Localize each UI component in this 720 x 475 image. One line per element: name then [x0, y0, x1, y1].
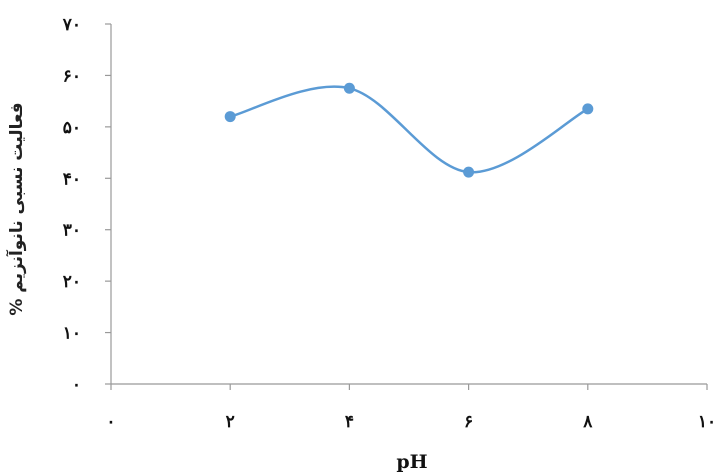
y-tick-label: ۰ — [72, 375, 81, 395]
x-tick-label: ۸ — [582, 412, 593, 432]
plot-area — [224, 82, 594, 178]
y-tick-label: ۵۰ — [63, 118, 81, 138]
x-axis-title: pH — [396, 451, 427, 473]
y-tick-label: ۱۰ — [63, 324, 81, 344]
x-tick-label: ۰ — [106, 412, 115, 432]
y-tick-label: ۷۰ — [62, 15, 81, 35]
x-tick-label: ۶ — [464, 412, 473, 432]
y-tick-label: ۴۰ — [63, 169, 81, 189]
x-tick-label: ۴ — [345, 412, 354, 432]
y-axis-title: % فعالیت نسبی نانوآنزیم — [5, 102, 27, 315]
x-tick-label: ۲ — [226, 412, 235, 432]
series-line — [229, 85, 589, 174]
x-tick-label: ۱۰ — [698, 412, 716, 432]
y-tick-label: ۳۰ — [63, 221, 81, 241]
data-point — [463, 166, 475, 178]
data-point — [224, 111, 236, 123]
y-tick-label: ۶۰ — [63, 66, 81, 86]
data-point — [343, 82, 355, 94]
data-point — [582, 103, 594, 115]
y-tick-label: ۲۰ — [63, 272, 81, 292]
axes: ۰ ۱۰ ۲۰ ۳۰ ۴۰ ۵۰ ۶۰ ۷۰ ۰ ۲ ۴ ۶ ۸ ۱۰ — [62, 15, 716, 432]
